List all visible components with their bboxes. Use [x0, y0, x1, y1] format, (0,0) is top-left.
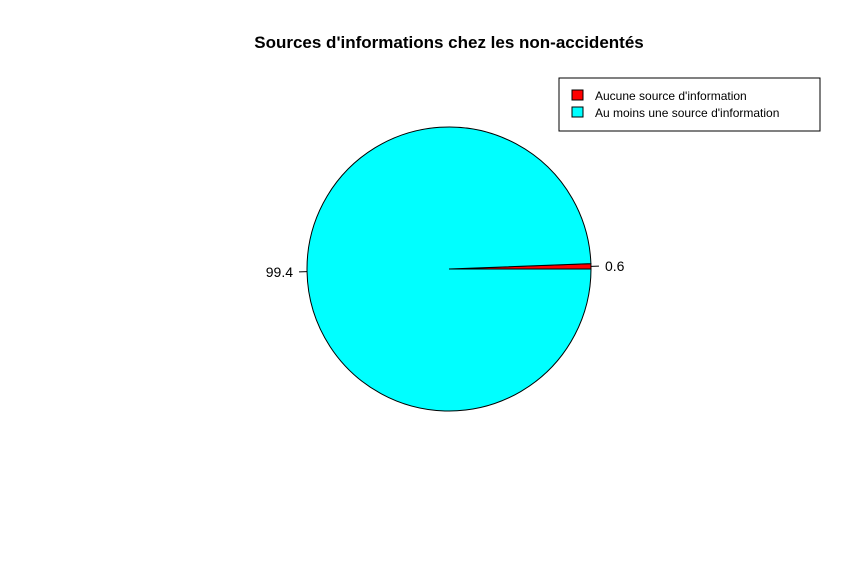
slice-label-2: 99.4: [266, 264, 293, 280]
legend-box: [559, 78, 820, 131]
legend-swatch-1: [572, 90, 583, 100]
legend: Aucune source d'information Au moins une …: [559, 78, 820, 131]
pie-slice-2: [307, 127, 591, 411]
legend-swatch-2: [572, 107, 583, 117]
pie-slices: [307, 127, 591, 411]
slice-label-1: 0.6: [605, 258, 625, 274]
chart-title: Sources d'informations chez les non-acci…: [254, 33, 643, 52]
legend-label-2: Au moins une source d'information: [595, 106, 779, 120]
legend-label-1: Aucune source d'information: [595, 89, 747, 103]
